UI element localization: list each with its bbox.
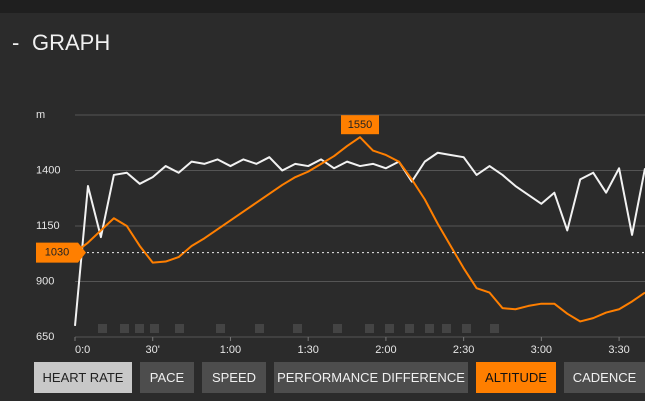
- lap-marker: [385, 324, 394, 333]
- lap-marker: [442, 324, 451, 333]
- x-tick-label: 3:30: [608, 344, 629, 356]
- reference-label: 1030: [45, 247, 69, 259]
- section-title: GRAPH: [32, 30, 111, 55]
- tab-button[interactable]: PACE: [140, 362, 194, 393]
- chart: 650 900 1150 1400 m 0:0 30' 1:00 1:30 2:00 2:30 3:0…: [36, 109, 645, 356]
- lap-marker: [150, 324, 159, 333]
- lap-marker: [255, 324, 264, 333]
- x-tick-label: 0:0: [75, 344, 90, 356]
- y-tick-label: 650: [36, 331, 54, 343]
- tab-button[interactable]: HEART RATE: [34, 362, 132, 393]
- lap-marker: [293, 324, 302, 333]
- tab-button[interactable]: CADENCE: [564, 362, 645, 393]
- y-tick-label: 1400: [36, 164, 60, 176]
- series-line: [74, 136, 645, 323]
- lap-marker: [135, 324, 144, 333]
- peak-marker: [341, 115, 379, 135]
- series-line: [74, 151, 645, 326]
- lap-marker: [120, 324, 129, 333]
- lap-marker: [175, 324, 184, 333]
- x-tick-label: 2:00: [375, 344, 396, 356]
- lap-marker: [333, 324, 342, 333]
- y-tick-label: 1150: [36, 220, 60, 232]
- x-tick-label: 30': [146, 344, 160, 356]
- top-bar: [0, 0, 645, 13]
- collapse-icon[interactable]: -: [12, 30, 20, 55]
- lap-marker: [462, 324, 471, 333]
- tab-button[interactable]: ALTITUDE: [476, 362, 556, 393]
- lap-marker: [490, 324, 499, 333]
- x-tick-label: 2:30: [453, 344, 474, 356]
- peak-label: 1550: [348, 119, 372, 131]
- lap-marker: [405, 324, 414, 333]
- tab-button[interactable]: PERFORMANCE DIFFERENCE: [274, 362, 468, 393]
- reference-marker: [36, 242, 86, 263]
- tab-button[interactable]: SPEED: [202, 362, 266, 393]
- lap-marker: [425, 324, 434, 333]
- x-tick-label: 3:00: [531, 344, 552, 356]
- y-tick-label: 900: [36, 275, 54, 287]
- lap-marker: [98, 324, 107, 333]
- x-tick-label: 1:30: [297, 344, 318, 356]
- y-tick-label: m: [36, 109, 45, 121]
- lap-marker: [365, 324, 374, 333]
- x-tick-label: 1:00: [220, 344, 241, 356]
- lap-marker: [216, 324, 225, 333]
